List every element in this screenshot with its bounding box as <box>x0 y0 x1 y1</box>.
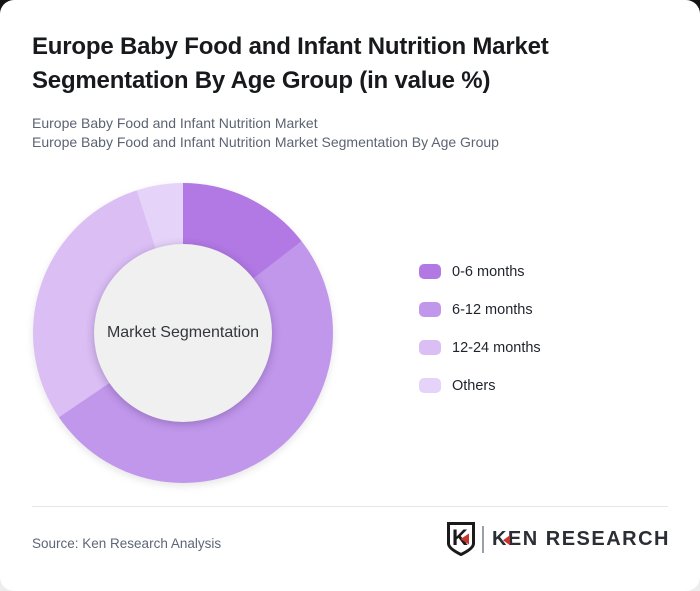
ken-research-logo: K KEN RESEARCH <box>446 521 670 557</box>
logo-separator <box>481 525 484 553</box>
donut-center: Market Segmentation <box>94 244 272 422</box>
logo-shield-icon: K <box>446 522 475 556</box>
page-title: Europe Baby Food and Infant Nutrition Ma… <box>32 30 617 98</box>
logo-wordmark-text: KEN RESEARCH <box>491 527 670 550</box>
legend-label: 0-6 months <box>452 263 525 280</box>
legend-item[interactable]: 12-24 months <box>419 339 541 356</box>
chart-subtitles: Europe Baby Food and Infant Nutrition Ma… <box>32 114 499 152</box>
legend-swatch-icon <box>419 264 441 279</box>
donut-chart[interactable]: Market Segmentation <box>33 183 333 483</box>
legend-label: 6-12 months <box>452 301 533 318</box>
logo-red-wedge-icon <box>503 534 511 545</box>
legend-item[interactable]: 6-12 months <box>419 301 541 318</box>
page-title-line1: Europe Baby Food and Infant Nutrition Ma… <box>32 33 549 60</box>
subtitle-line1: Europe Baby Food and Infant Nutrition Ma… <box>32 115 318 131</box>
source-note: Source: Ken Research Analysis <box>32 536 222 551</box>
logo-wordmark: KEN RESEARCH <box>492 527 670 550</box>
legend-label: Others <box>452 377 496 394</box>
legend-label: 12-24 months <box>452 339 541 356</box>
footer-divider <box>32 506 668 507</box>
svg-text:K: K <box>452 525 468 550</box>
page-title-line2: Segmentation By Age Group (in value %) <box>32 67 491 94</box>
legend: 0-6 months 6-12 months 12-24 months Others <box>419 264 541 416</box>
legend-swatch-icon <box>419 302 441 317</box>
legend-swatch-icon <box>419 340 441 355</box>
legend-item[interactable]: 0-6 months <box>419 263 541 280</box>
subtitle-line2: Europe Baby Food and Infant Nutrition Ma… <box>32 134 499 150</box>
donut-center-label: Market Segmentation <box>106 324 260 341</box>
legend-item[interactable]: Others <box>419 377 541 394</box>
legend-swatch-icon <box>419 378 441 393</box>
